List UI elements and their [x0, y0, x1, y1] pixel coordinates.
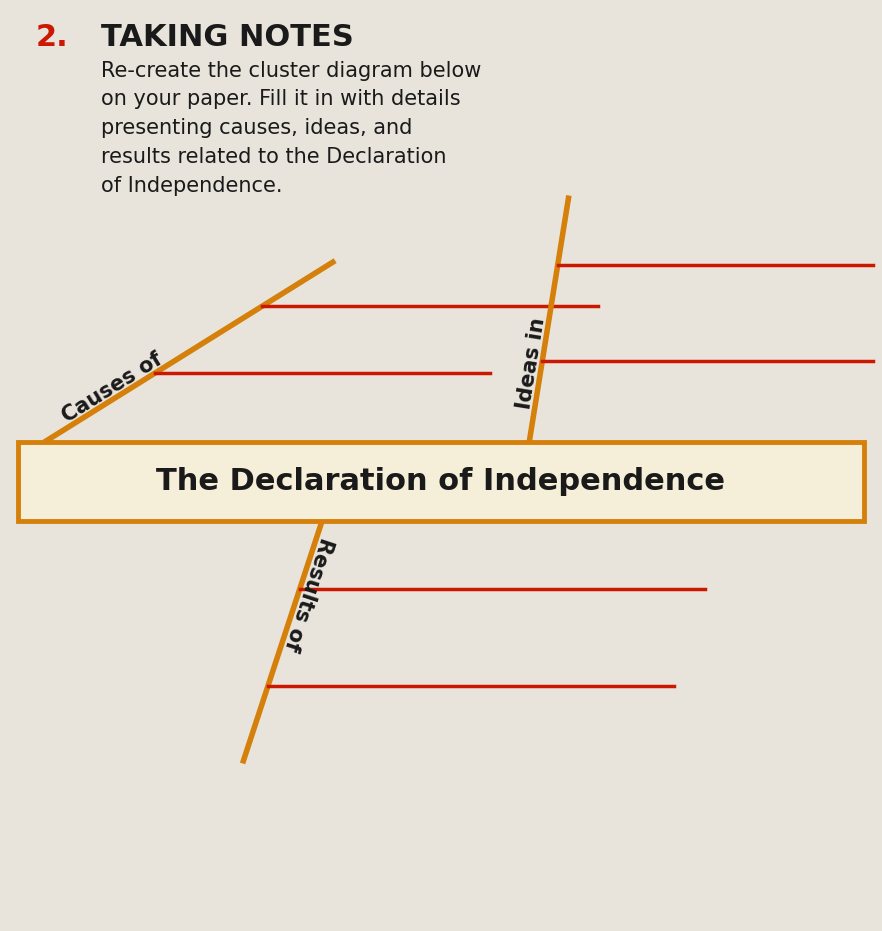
Text: 2.: 2.: [35, 23, 68, 52]
Text: Ideas in: Ideas in: [514, 316, 549, 411]
Text: Results of: Results of: [280, 535, 336, 654]
Text: The Declaration of Independence: The Declaration of Independence: [156, 467, 726, 496]
Text: Re-create the cluster diagram below
on your paper. Fill it in with details
prese: Re-create the cluster diagram below on y…: [101, 61, 482, 196]
Text: TAKING NOTES: TAKING NOTES: [101, 23, 355, 52]
FancyBboxPatch shape: [18, 442, 864, 521]
Text: Causes of: Causes of: [59, 349, 167, 426]
